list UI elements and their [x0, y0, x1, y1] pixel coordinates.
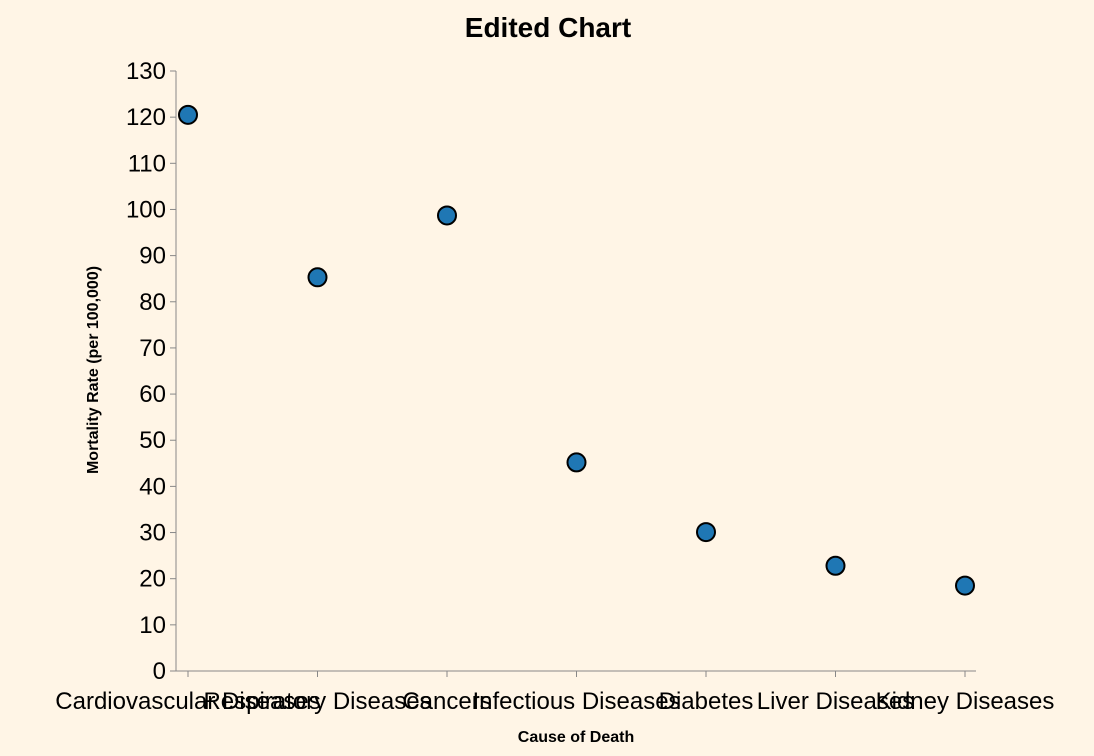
- y-tick-label: 10: [139, 612, 166, 639]
- y-tick-label: 40: [139, 473, 166, 500]
- data-point: [566, 452, 587, 473]
- y-tick-label: 90: [139, 243, 166, 270]
- y-tick-label: 100: [126, 196, 166, 223]
- y-axis: 0 10 20 30 40 50 60 70 80 90 100 110 120 130: [126, 58, 177, 685]
- y-tick-label: 130: [126, 58, 166, 85]
- y-tick-label: 120: [126, 104, 166, 131]
- x-tick-label: Liver Diseases: [757, 688, 914, 715]
- x-tick-label: Cardiovascular Diseases: [55, 688, 320, 715]
- x-tick-label: Respiratory Diseases: [203, 688, 431, 715]
- x-tick-label: Infectious Diseases: [472, 688, 680, 715]
- y-tick-label: 20: [139, 566, 166, 593]
- y-tick-label: 50: [139, 427, 166, 454]
- y-tick-label: 30: [139, 520, 166, 547]
- data-point: [696, 522, 716, 543]
- data-point: [307, 267, 328, 288]
- x-tick-label: Kidney Diseases: [876, 688, 1055, 715]
- data-point: [825, 555, 846, 576]
- y-tick-label: 80: [139, 289, 166, 316]
- y-tick-label: 70: [139, 335, 166, 362]
- x-tick-label: Diabetes: [659, 688, 754, 715]
- data-points: [178, 104, 975, 596]
- y-axis-title: Mortality Rate (per 100,000): [85, 266, 102, 474]
- chart-title: Edited Chart: [465, 12, 631, 43]
- x-tick-label: Cancers: [402, 688, 491, 715]
- data-point: [437, 205, 457, 226]
- data-point: [178, 104, 198, 125]
- y-tick-label: 110: [128, 150, 166, 177]
- data-point: [955, 575, 975, 596]
- y-tick-label: 0: [153, 658, 166, 685]
- y-tick-label: 60: [139, 381, 166, 408]
- x-axis-title: Cause of Death: [518, 729, 634, 746]
